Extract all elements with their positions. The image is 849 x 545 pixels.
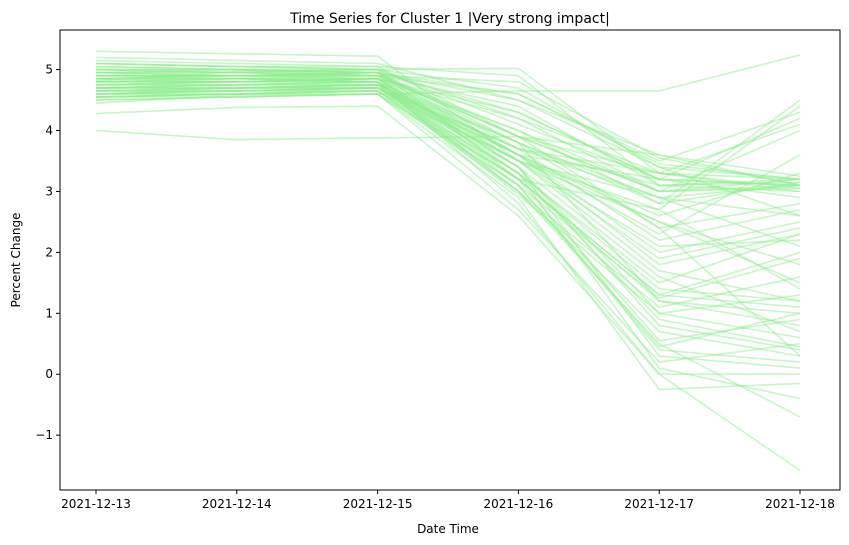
x-tick-label: 2021-12-18 (765, 497, 835, 511)
x-tick-label: 2021-12-15 (343, 497, 413, 511)
series-line-61 (95, 90, 801, 357)
series-line-55 (95, 93, 801, 363)
series-line-29 (96, 80, 801, 400)
y-tick-label: −1 (35, 428, 53, 442)
series-line-62 (95, 71, 801, 193)
x-tick-label: 2021-12-17 (624, 497, 694, 511)
series-line-63 (96, 83, 801, 266)
x-tick-label: 2021-12-13 (61, 497, 131, 511)
series-line-59 (95, 62, 801, 187)
y-tick-label: 4 (45, 124, 53, 138)
series-line-65 (96, 93, 801, 315)
series-layer (95, 50, 801, 472)
chart-title: Time Series for Cluster 1 |Very strong i… (289, 11, 610, 27)
y-tick-label: 0 (45, 367, 53, 381)
x-tick-label: 2021-12-16 (484, 497, 554, 511)
y-tick-label: 3 (45, 184, 53, 198)
x-axis: 2021-12-13 2021-12-14 2021-12-15 2021-12-16… (61, 490, 835, 511)
series-line-53 (95, 84, 801, 217)
y-tick-label: 2 (45, 245, 53, 259)
series-line-28 (95, 59, 801, 193)
series-line-52 (95, 68, 801, 187)
y-axis: −1 0 1 2 3 4 5 (35, 63, 60, 442)
y-tick-label: 1 (45, 306, 53, 320)
y-tick-label: 5 (45, 63, 53, 77)
plot-frame (59, 29, 841, 491)
y-axis-label: Percent Change (9, 213, 23, 308)
series-line-66 (96, 68, 801, 181)
series-line-4 (95, 105, 801, 472)
series-line-5 (95, 50, 801, 199)
x-axis-label: Date Time (417, 522, 479, 536)
series-line-64 (96, 77, 801, 193)
x-tick-label: 2021-12-14 (202, 497, 272, 511)
